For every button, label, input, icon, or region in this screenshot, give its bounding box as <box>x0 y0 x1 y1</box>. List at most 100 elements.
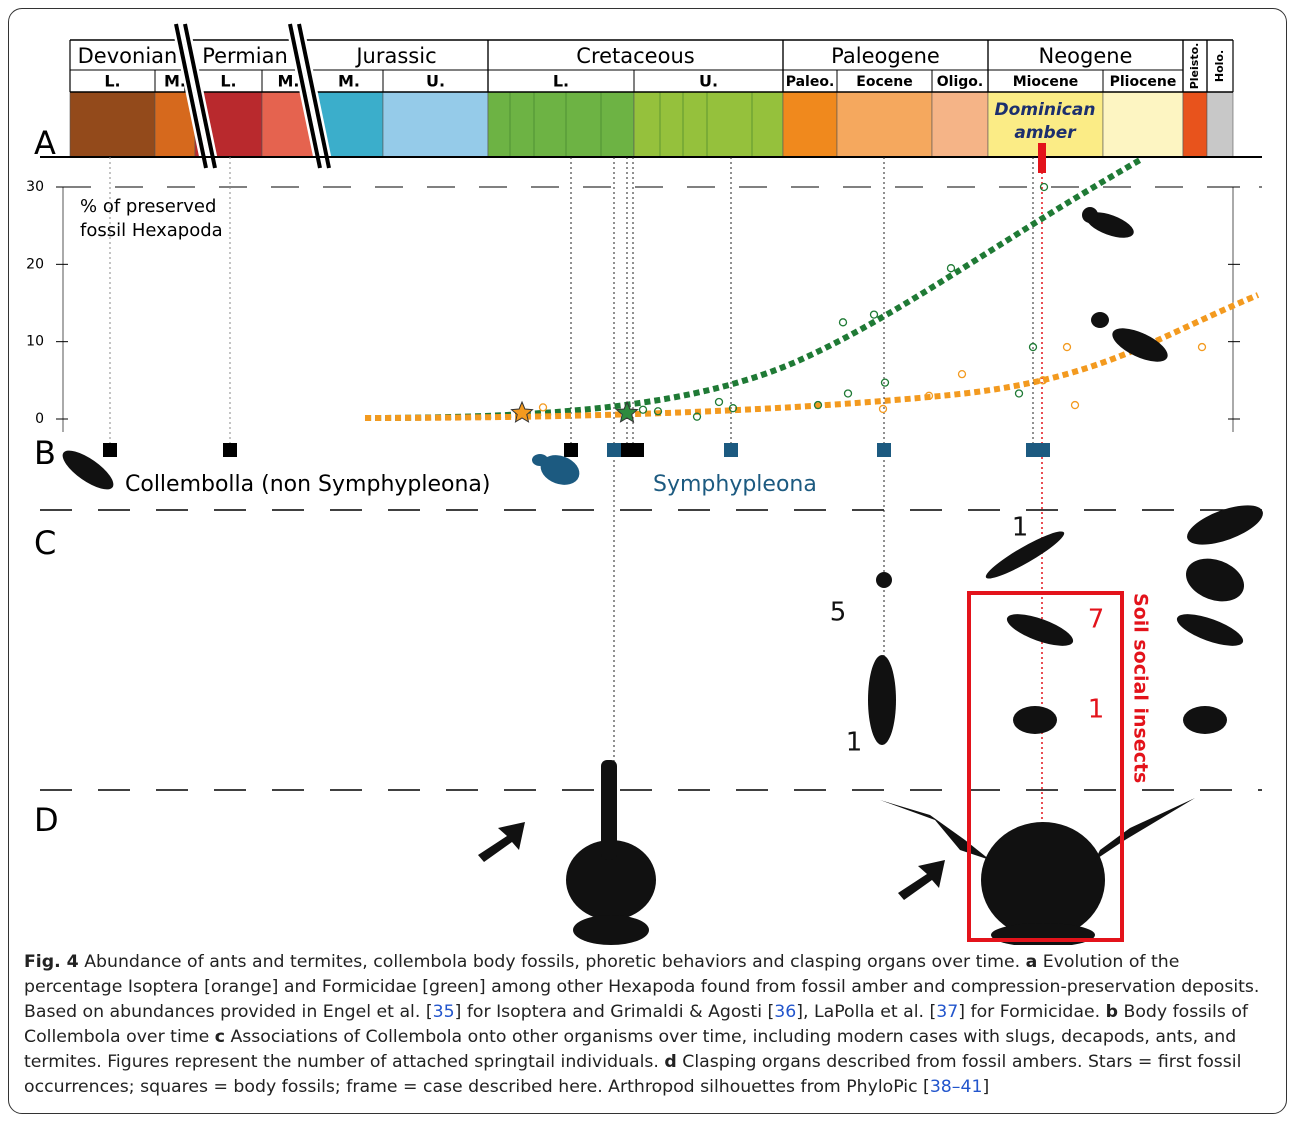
body-fossil <box>564 443 578 457</box>
frame-label: Soil social insects <box>1130 593 1152 783</box>
caption: Fig. 4 Abundance of ants and termites, c… <box>24 950 1274 1100</box>
y-tick-label: 20 <box>26 256 44 272</box>
era-name: Jurassic <box>354 44 436 68</box>
silhouette <box>532 454 548 466</box>
epoch-name: Eocene <box>856 74 912 90</box>
silhouette <box>880 798 1195 860</box>
citation[interactable]: 38–41 <box>929 1077 983 1097</box>
period-band <box>382 91 489 158</box>
data-point <box>538 403 548 412</box>
y-axis-label: % of preserved <box>80 196 216 217</box>
epoch-name: Paleo. <box>786 74 835 90</box>
arrow <box>478 822 525 862</box>
caption-letter: b <box>1105 1002 1118 1022</box>
body-fossil <box>103 443 117 457</box>
citation[interactable]: 36 <box>774 1002 797 1022</box>
amber-label: Dominican <box>995 100 1096 120</box>
epoch-name: L. <box>220 72 236 91</box>
epoch-name: M. <box>278 72 300 91</box>
amber-marker <box>1038 143 1046 173</box>
y-tick-label: 0 <box>35 411 44 427</box>
caption-letter: a <box>1025 952 1038 972</box>
period-band <box>1206 91 1234 158</box>
caption-text: Associations of Collembola onto other or… <box>24 1027 1237 1072</box>
highlight-frame <box>967 591 1124 942</box>
silhouette <box>566 840 656 920</box>
epoch-name: M. <box>338 72 360 91</box>
data-point <box>1070 400 1080 410</box>
citation[interactable]: 37 <box>936 1002 959 1022</box>
silhouette <box>601 760 617 860</box>
body-fossil <box>607 443 621 457</box>
epoch-name: U. <box>699 72 718 91</box>
silhouette <box>1086 212 1134 238</box>
silhouette <box>981 822 1105 938</box>
data-point <box>1197 342 1207 352</box>
count-label: 1 <box>1088 695 1105 725</box>
data-point <box>957 369 967 379</box>
caption-text: ], LaPolla et al. [ <box>796 1002 937 1022</box>
data-point <box>880 378 890 387</box>
era-name: Cretaceous <box>576 44 694 68</box>
silhouette <box>1082 207 1098 223</box>
section-letter: B <box>34 434 56 472</box>
data-point <box>714 397 724 407</box>
silhouette <box>1006 614 1074 646</box>
fig-label: Fig. 4 <box>24 952 79 972</box>
y-tick-label: 30 <box>26 179 44 195</box>
data-point <box>692 412 702 421</box>
period-band <box>69 91 156 158</box>
section-letter: D <box>34 801 59 839</box>
caption-text: Body fossils of Collembola over time <box>24 1002 1249 1047</box>
caption-text: Clasping organs described from fossil am… <box>24 1052 1242 1097</box>
body-fossil <box>877 443 891 457</box>
group-label: Symphypleona <box>653 472 817 497</box>
epoch-name: L. <box>553 72 569 91</box>
body-fossil <box>1036 443 1050 457</box>
silhouette <box>540 455 580 485</box>
epoch-name: L. <box>104 72 120 91</box>
count-label: 1 <box>846 728 863 758</box>
citation[interactable]: 35 <box>432 1002 455 1022</box>
caption-text: ] <box>982 1077 990 1097</box>
data-point <box>843 389 853 398</box>
silhouette <box>1013 706 1057 734</box>
trend-green <box>364 157 1142 421</box>
body-fossil <box>223 443 237 457</box>
caption-letter: d <box>664 1052 677 1072</box>
y-tick-label: 10 <box>26 334 44 350</box>
figure: Devonian L. M. Permian L. M. Jurassic M. U. Creta… <box>26 23 1263 945</box>
period-band <box>1102 91 1184 158</box>
era-name: Devonian <box>78 44 178 68</box>
caption-text: Evolution of the percentage Isoptera [or… <box>24 952 1260 1022</box>
era-name: Permian <box>202 44 288 68</box>
data-point <box>924 391 934 400</box>
period-band <box>1182 91 1208 158</box>
silhouette <box>868 655 896 745</box>
period-band <box>836 91 933 158</box>
epoch-name: Oligo. <box>937 74 983 90</box>
epoch-name: U. <box>426 72 445 91</box>
caption-text: ] for Formicidae. <box>958 1002 1106 1022</box>
period-band <box>633 91 784 158</box>
caption-letter: c <box>214 1027 225 1047</box>
data-point <box>946 264 956 273</box>
amber-label: amber <box>1014 123 1077 143</box>
body-fossil <box>724 443 738 457</box>
data-point <box>728 404 738 413</box>
data-point <box>638 405 648 414</box>
count-label: 5 <box>830 598 847 628</box>
data-point <box>869 310 879 319</box>
period-band <box>782 91 838 158</box>
data-point <box>1038 376 1048 385</box>
period-band <box>931 91 989 158</box>
break-mark <box>297 23 331 169</box>
figure-frame <box>8 8 1287 1114</box>
data-point <box>1014 389 1024 398</box>
data-point <box>838 318 848 327</box>
silhouette <box>1112 328 1168 362</box>
group-label: Collembolla (non Symphypleona) <box>125 472 490 497</box>
silhouette <box>985 531 1065 579</box>
break-mark <box>174 23 208 169</box>
arrow <box>898 860 945 900</box>
